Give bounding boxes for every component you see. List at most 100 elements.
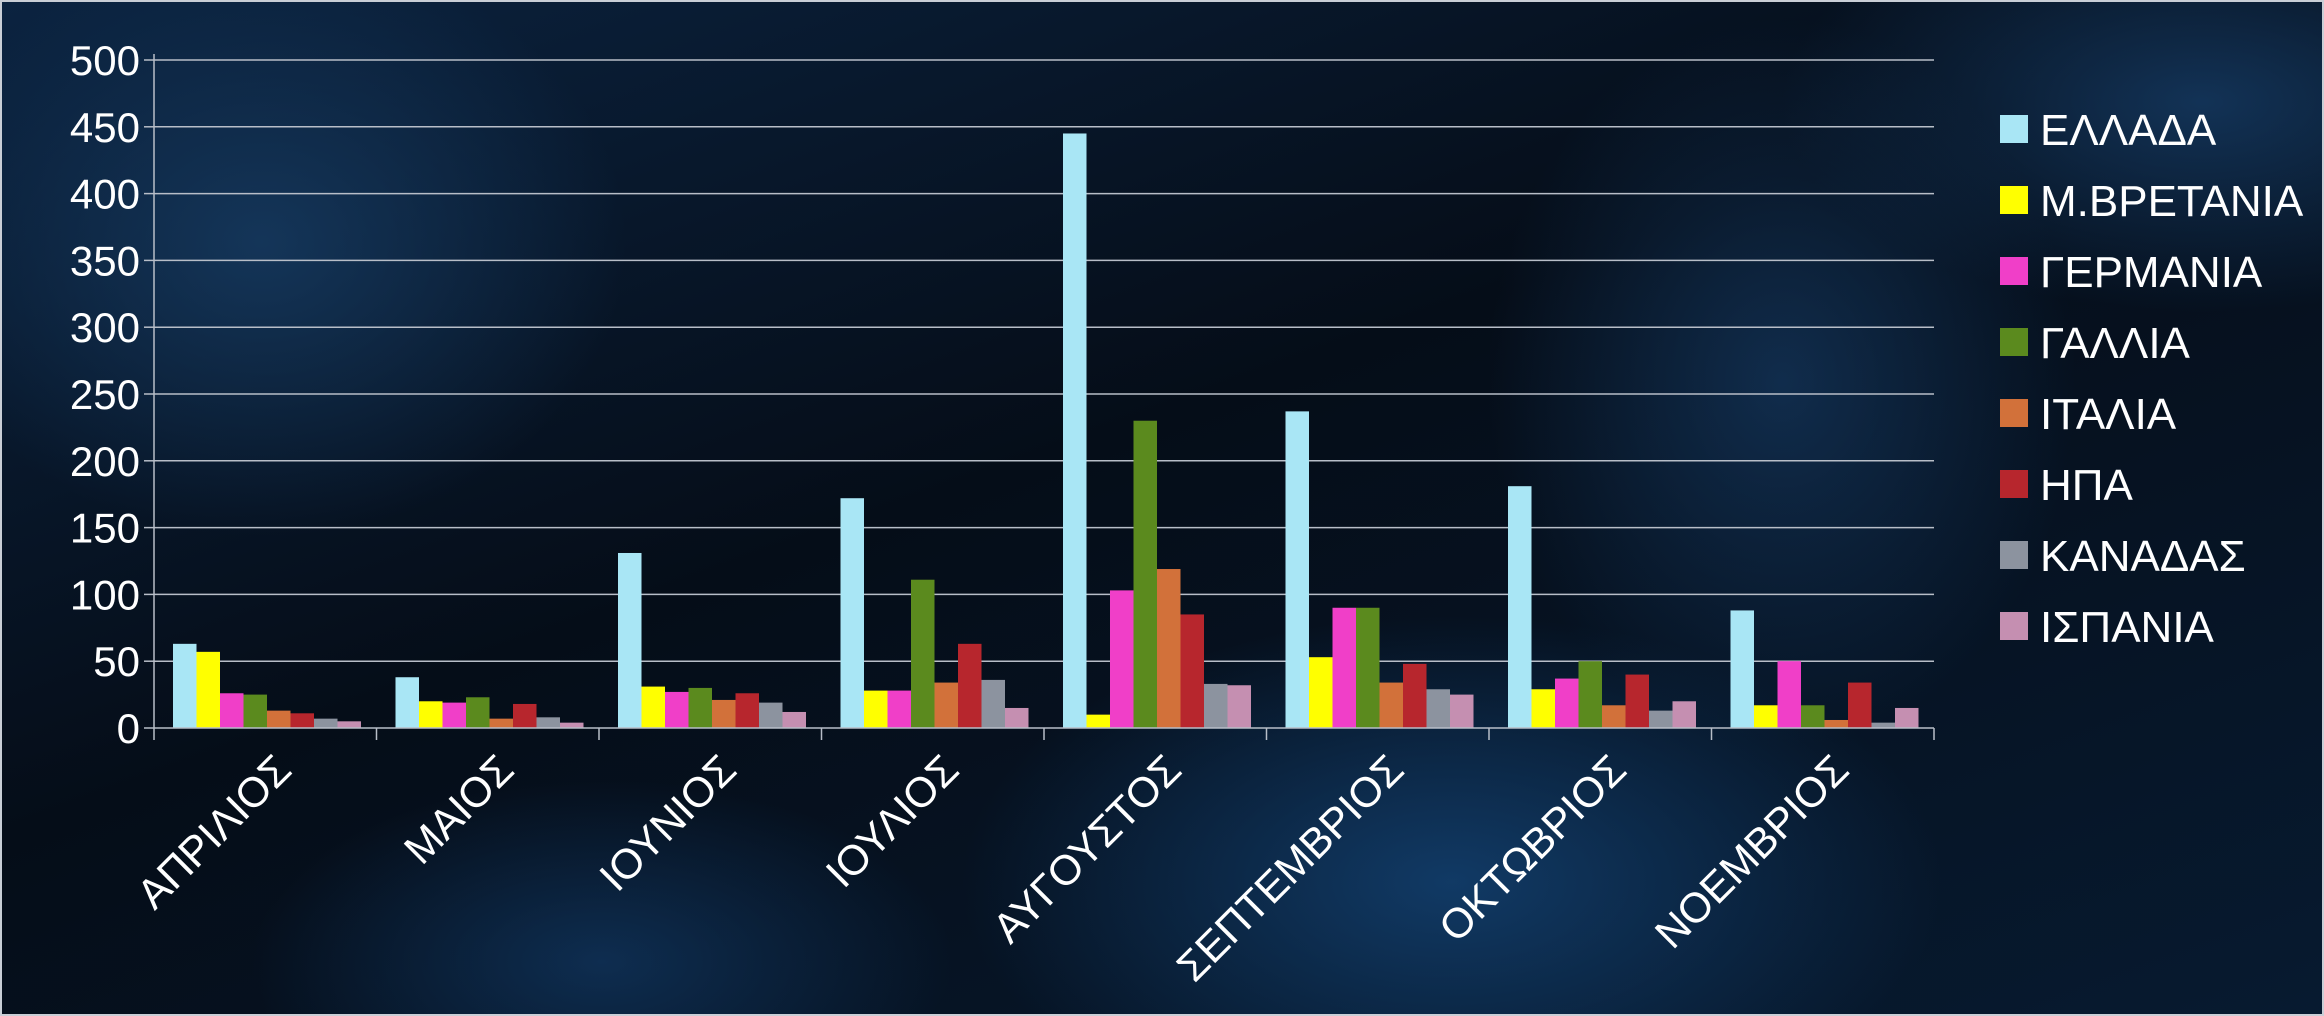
legend-item: ΓΑΛΛΙΑ [2000,319,2191,368]
x-axis: ΑΠΡΙΛΙΟΣ ΜΑΙΟΣ ΙΟΥΝΙΟΣ ΙΟΥΛΙΟΣ ΑΥΓΟΥΣΤΟΣΣΕΠΤ… [128,727,1935,990]
y-axis: 0 50 100 150 200 250 300 350 400 450 500 [70,37,155,752]
bar [712,699,736,728]
bar [1649,710,1673,728]
bar [1403,663,1427,728]
legend-label: ΗΠΑ [2040,461,2134,510]
bar [934,682,958,728]
legend-item: Μ.ΒΡΕΤΑΝΙΑ [2000,177,2304,226]
bar [1531,689,1555,728]
bar [466,697,490,728]
bar [1602,705,1626,728]
y-tick-label: 500 [70,37,140,84]
bar [489,718,513,728]
bar [1508,486,1532,728]
bar [688,687,712,728]
legend-label: ΕΛΛΑΔΑ [2040,106,2217,155]
bar [513,703,537,728]
y-tick-label: 450 [70,104,140,151]
bar [220,693,244,728]
y-tick-label: 300 [70,304,140,351]
bar [1754,705,1778,728]
legend-label: ΙΣΠΑΝΙΑ [2040,603,2215,652]
bar [419,701,443,728]
bar [641,686,665,728]
bar [1625,674,1649,728]
legend-item: ΗΠΑ [2000,461,2134,510]
bars [173,133,1919,729]
legend-swatch [2000,115,2028,143]
x-tick-label: ΙΟΥΛΙΟΣ [817,745,968,896]
x-tick-label: ΣΕΠΤΕΜΒΡΙΟΣ [1168,745,1413,990]
bar [911,579,935,728]
y-tick-label: 200 [70,438,140,485]
y-tick-label: 50 [93,638,140,685]
bar [1848,682,1872,728]
bar [1285,411,1309,728]
bar [981,679,1005,728]
bar [442,702,466,728]
y-tick-label: 250 [70,371,140,418]
bar [1555,678,1579,728]
bar [1180,614,1204,728]
bar [1332,607,1356,728]
bar [665,691,689,728]
legend-item: ΙΤΑΛΙΑ [2000,390,2177,439]
bar [1578,661,1602,728]
x-tick-label: ΟΚΤΩΒΡΙΟΣ [1430,745,1635,950]
bar [1730,610,1754,728]
legend-swatch [2000,257,2028,285]
bar [1871,722,1895,728]
bar [864,690,888,728]
legend-swatch [2000,470,2028,498]
grid-lines [154,59,1934,662]
legend-swatch [2000,541,2028,569]
bar [1824,719,1848,728]
bar [618,552,642,728]
x-tick-label: ΝΟΕΜΒΡΙΟΣ [1646,745,1858,957]
bar [1086,714,1110,728]
y-tick-label: 150 [70,505,140,552]
legend-swatch [2000,328,2028,356]
x-tick-label: ΑΠΡΙΛΙΟΣ [128,745,300,917]
x-tick-label: ΜΑΙΟΣ [395,745,523,873]
bar [1110,590,1134,728]
bar [314,718,338,728]
bar [536,717,560,728]
bar [1801,705,1825,728]
bar [735,693,759,728]
bar [958,643,982,728]
bar [1356,607,1380,728]
legend-swatch [2000,186,2028,214]
bar [887,690,911,728]
bar [759,702,783,728]
bar [1157,569,1181,728]
bar [782,711,806,728]
bar [243,694,267,728]
bar [1133,420,1157,728]
bar [1309,657,1333,728]
bar [290,713,314,728]
bar [1450,694,1474,728]
legend-item: ΙΣΠΑΝΙΑ [2000,603,2215,652]
bar [337,721,361,728]
y-tick-label: 100 [70,571,140,618]
legend-label: ΚΑΝΑΔΑΣ [2040,532,2246,581]
legend-label: Μ.ΒΡΕΤΑΝΙΑ [2040,177,2304,226]
legend-item: ΓΕΡΜΑΝΙΑ [2000,248,2263,297]
legend-label: ΓΑΛΛΙΑ [2040,319,2191,368]
bar [1005,707,1029,728]
bar [840,498,864,728]
bar [395,677,419,728]
x-tick-label: ΑΥΓΟΥΣΤΟΣ [984,745,1190,951]
bar [196,651,220,728]
legend[interactable]: ΕΛΛΑΔΑ Μ.ΒΡΕΤΑΝΙΑ ΓΕΡΜΑΝΙΑ ΓΑΛΛΙΑ ΙΤΑΛΙΑ ΗΠΑ Κ… [2000,106,2304,652]
bar [267,710,291,728]
bar [173,643,197,728]
bar [1379,682,1403,728]
bar [1895,707,1919,728]
y-tick-label: 400 [70,171,140,218]
y-tick-label: 350 [70,237,140,284]
bar [1426,689,1450,728]
